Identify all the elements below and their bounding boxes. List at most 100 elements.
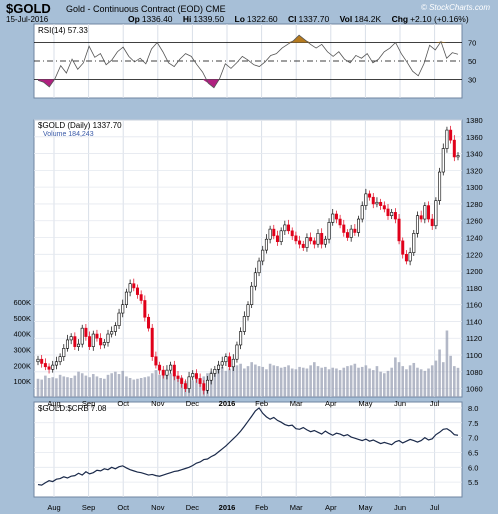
- candle-body: [36, 358, 40, 363]
- x-tick-label-price: May: [358, 399, 372, 408]
- volume-bar: [456, 367, 460, 397]
- candle-body: [205, 379, 209, 391]
- rsi-series-line: [37, 34, 459, 89]
- candle-body: [423, 205, 427, 220]
- x-tick-label-price: Mar: [290, 399, 303, 408]
- volume-bar: [176, 375, 180, 397]
- volume-bar: [379, 371, 382, 397]
- candle-body: [128, 283, 132, 293]
- quote-strip: Op 1336.40 Hi 1339.50 Lo 1322.60 Cl 1337.70 …: [128, 14, 477, 24]
- candle-body: [357, 218, 361, 233]
- price-y-tick: 1200: [466, 267, 483, 276]
- candle-body: [298, 240, 302, 245]
- candle-body: [117, 312, 121, 326]
- volume-bar: [165, 370, 169, 397]
- candle-body: [239, 331, 243, 346]
- candle-body: [331, 213, 335, 223]
- x-tick-label-ratio: Mar: [290, 503, 303, 512]
- candle-body: [287, 224, 291, 232]
- candle-body: [342, 224, 346, 233]
- candle-body: [375, 201, 379, 205]
- candle-body: [334, 213, 338, 220]
- ratio-y-tick: 5.5: [468, 478, 478, 487]
- candle-body: [139, 294, 143, 301]
- candle-body: [382, 205, 386, 210]
- candle-body: [253, 272, 257, 287]
- volume-bar: [434, 360, 438, 397]
- volume-bar: [103, 378, 106, 397]
- volume-bar: [173, 374, 176, 397]
- price-y-tick: 1140: [466, 317, 482, 326]
- volume-bar: [342, 367, 346, 397]
- volume-bar: [375, 366, 379, 397]
- volume-bar: [121, 370, 125, 397]
- candle-body: [202, 383, 206, 391]
- candle-body: [176, 375, 180, 379]
- candle-body: [65, 339, 69, 349]
- candle-body: [102, 342, 106, 346]
- candle-body: [124, 291, 128, 305]
- quote-close-value: 1337.70: [298, 14, 330, 24]
- volume-bar: [158, 374, 161, 397]
- candle-body: [194, 373, 198, 379]
- candle-body: [323, 238, 327, 245]
- volume-bar: [301, 367, 305, 397]
- candle-body: [150, 327, 154, 358]
- x-tick-label-ratio: Oct: [117, 503, 130, 512]
- candle-body: [47, 366, 51, 370]
- volume-bar: [309, 365, 312, 397]
- volume-bar: [279, 367, 283, 397]
- volume-bar: [228, 368, 231, 397]
- candle-body: [110, 331, 114, 335]
- quote-volume-label: Vol: [339, 14, 353, 24]
- volume-bar: [77, 371, 80, 397]
- volume-bar: [360, 366, 364, 397]
- volume-bar: [106, 374, 110, 397]
- ratio-y-tick: 8.0: [468, 404, 478, 413]
- volume-bar: [128, 378, 132, 397]
- candle-body: [154, 356, 158, 366]
- x-tick-label-price: 2016: [219, 399, 236, 408]
- volume-bar: [250, 362, 253, 397]
- x-tick-label-ratio: Aug: [47, 503, 60, 512]
- candle-body: [449, 129, 453, 141]
- candle-body: [43, 363, 47, 368]
- volume-bar: [427, 368, 430, 397]
- candle-body: [430, 218, 434, 227]
- volume-bar: [40, 379, 43, 397]
- candle-body: [309, 237, 313, 242]
- volume-bar: [438, 349, 441, 397]
- x-tick-label-price: Nov: [151, 399, 165, 408]
- candle-body: [91, 333, 95, 347]
- candle-body: [209, 373, 213, 381]
- candle-body: [427, 205, 431, 220]
- ratio-series-line: [37, 407, 459, 486]
- volume-bar: [69, 378, 73, 397]
- x-tick-label-ratio: 2016: [219, 503, 236, 512]
- volume-bar: [408, 365, 412, 397]
- candle-body: [191, 373, 195, 378]
- volume-bar: [394, 357, 397, 397]
- candle-body: [294, 235, 298, 242]
- candle-body: [379, 201, 383, 206]
- rsi-y-tick: 50: [468, 57, 476, 66]
- volume-bar: [154, 370, 158, 397]
- volume-bar: [191, 380, 195, 397]
- volume-bar: [117, 374, 121, 397]
- volume-bar: [283, 366, 287, 397]
- rsi-y-tick: 30: [468, 76, 476, 85]
- candle-body: [257, 260, 261, 274]
- candle-body: [231, 358, 235, 368]
- volume-bar: [290, 368, 294, 397]
- quote-high-label: Hi: [182, 14, 192, 24]
- candle-body: [165, 369, 169, 376]
- x-tick-label-price: Sep: [82, 399, 95, 408]
- x-tick-label-price: Aug: [47, 399, 60, 408]
- volume-bar: [316, 366, 320, 397]
- candle-body: [393, 212, 397, 220]
- volume-bar: [143, 377, 147, 397]
- volume-bar: [36, 378, 40, 397]
- price-y-tick: 1060: [466, 385, 483, 394]
- volume-bar: [125, 376, 128, 397]
- volume-y-tick: 200K: [13, 361, 31, 370]
